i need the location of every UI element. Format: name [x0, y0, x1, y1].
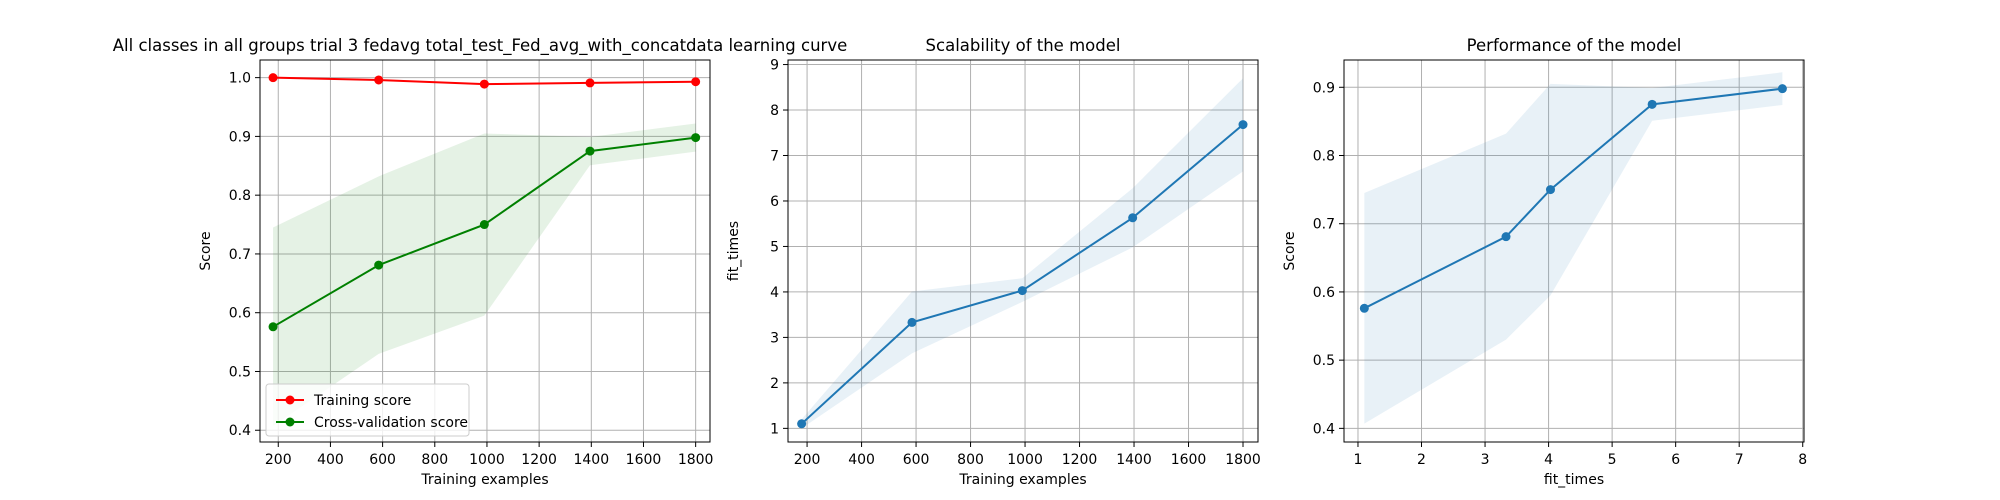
data-point: [585, 146, 595, 156]
x-tick-label: 600: [903, 452, 930, 468]
y-tick-label: 8: [770, 103, 779, 119]
y-tick-label: 0.9: [229, 129, 251, 145]
x-axis-label: fit_times: [1544, 472, 1604, 488]
axes-frame: [1343, 59, 1805, 443]
data-point: [479, 220, 489, 230]
legend-entry: Training score: [313, 393, 411, 409]
data-point: [1128, 213, 1138, 223]
data-point: [1501, 232, 1511, 242]
x-tick-label: 3: [1481, 452, 1490, 468]
x-tick-label: 1800: [678, 452, 714, 468]
data-point: [691, 77, 701, 87]
x-tick-label: 1200: [521, 452, 557, 468]
data-point: [797, 419, 807, 429]
x-tick-label: 1800: [1225, 452, 1261, 468]
x-tick-label: 400: [848, 452, 875, 468]
data-point: [374, 260, 384, 270]
data-point: [907, 317, 917, 327]
std-band: [273, 123, 696, 427]
y-tick-label: 0.5: [1313, 353, 1335, 369]
x-tick-label: 1600: [1171, 452, 1207, 468]
y-tick-label: 1: [770, 421, 779, 437]
chart-title: All classes in all groups trial 3 fedavg…: [113, 36, 847, 56]
y-tick-label: 6: [770, 194, 779, 210]
x-tick-label: 1000: [1007, 452, 1043, 468]
legend-swatch-marker: [285, 417, 295, 427]
y-tick-label: 2: [770, 376, 779, 392]
learning-curve-panel: 200 400 600 800 1000 1200 1400 1600 18000.40.50.…: [113, 36, 847, 488]
x-tick-label: 200: [794, 452, 821, 468]
x-tick-label: 1400: [573, 452, 609, 468]
std-band: [801, 78, 1244, 429]
x-tick-label: 1: [1354, 452, 1363, 468]
x-tick-label: 5: [1608, 452, 1617, 468]
scalability-panel: 200 400 600 800 1000 1200 1400 1600 1800 1 2 3 4 5 6 7 8…: [726, 36, 1261, 488]
x-tick-label: 400: [317, 452, 344, 468]
data-point: [268, 73, 278, 83]
std-band: [1364, 72, 1783, 424]
data-point: [1545, 185, 1555, 195]
legend-swatch-marker: [285, 395, 295, 405]
y-axis-label: Score: [1282, 231, 1298, 270]
data-point: [1359, 303, 1369, 313]
data-point: [479, 79, 489, 89]
x-tick-label: 200: [265, 452, 292, 468]
data-point: [585, 78, 595, 88]
y-tick-label: 0.5: [229, 364, 251, 380]
data-point: [1777, 84, 1787, 94]
chart-title: Scalability of the model: [926, 36, 1121, 55]
y-tick-label: 0.4: [229, 423, 251, 439]
y-tick-label: 5: [770, 239, 779, 255]
chart-title: Performance of the model: [1467, 36, 1682, 55]
y-tick-label: 0.4: [1313, 421, 1335, 437]
y-tick-label: 7: [770, 149, 779, 165]
x-axis-label: Training examples: [420, 472, 548, 488]
x-tick-label: 1400: [1116, 452, 1152, 468]
axes-frame: [787, 59, 1259, 443]
y-tick-label: 0.8: [229, 188, 251, 204]
x-tick-label: 2: [1417, 452, 1426, 468]
legend-box: [265, 383, 470, 437]
y-tick-label: 1.0: [229, 71, 251, 87]
data-point: [691, 133, 701, 143]
y-tick-label: 0.6: [229, 306, 251, 322]
y-axis-label: fit_times: [726, 221, 742, 281]
x-tick-label: 7: [1735, 452, 1744, 468]
x-tick-label: 4: [1544, 452, 1553, 468]
performance-panel: 1 2 3 4 5 6 7 8 0.4 0.5 0.6 0.7 0.8 0.9 Performance of…: [1282, 36, 1807, 488]
y-tick-label: 9: [770, 58, 779, 74]
y-tick-label: 3: [770, 330, 779, 346]
y-axis-label: Score: [198, 231, 214, 270]
x-tick-label: 800: [421, 452, 448, 468]
y-tick-label: 0.8: [1313, 149, 1335, 165]
data-point: [374, 75, 384, 85]
x-tick-label: 1000: [469, 452, 505, 468]
data-point: [1017, 286, 1027, 296]
x-tick-label: 800: [957, 452, 984, 468]
x-tick-label: 6: [1671, 452, 1680, 468]
y-tick-label: 0.7: [1313, 217, 1335, 233]
y-tick-label: 0.7: [229, 247, 251, 263]
data-point: [268, 322, 278, 332]
y-tick-label: 0.6: [1313, 285, 1335, 301]
data-point: [1238, 120, 1248, 130]
x-axis-label: Training examples: [958, 472, 1086, 488]
y-tick-label: 4: [770, 285, 779, 301]
data-point: [1647, 99, 1657, 109]
x-tick-label: 8: [1798, 452, 1807, 468]
y-tick-label: 0.9: [1313, 80, 1335, 96]
x-tick-label: 600: [369, 452, 396, 468]
x-tick-label: 1600: [626, 452, 662, 468]
x-tick-label: 1200: [1062, 452, 1098, 468]
legend-entry: Cross-validation score: [314, 415, 468, 431]
axes-frame: [259, 59, 711, 443]
legend: Training score Cross-validation score: [265, 383, 470, 437]
